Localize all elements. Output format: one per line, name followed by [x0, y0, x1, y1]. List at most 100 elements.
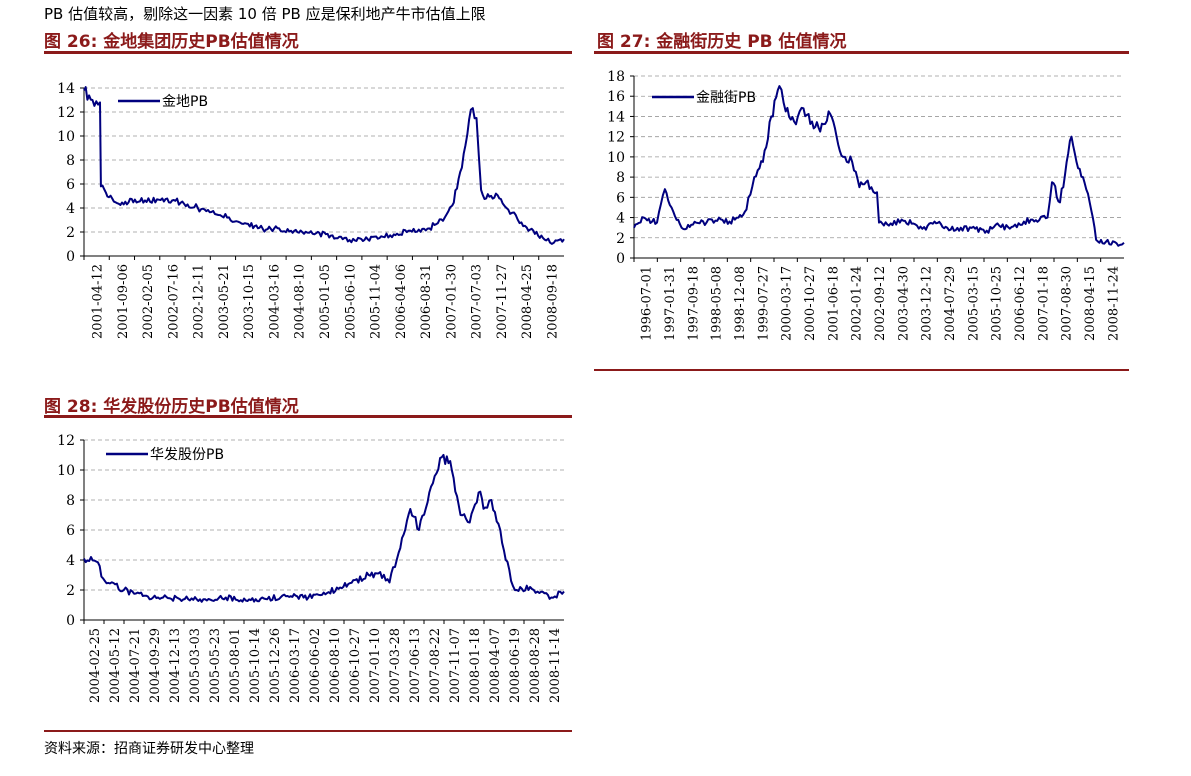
y-tick-label: 0	[66, 613, 75, 629]
series-line	[633, 85, 1125, 247]
y-tick-label: 8	[66, 493, 75, 509]
x-tick-label: 2004-12-13	[168, 628, 183, 703]
y-tick-label: 6	[66, 523, 75, 539]
bottom-rule-27	[594, 369, 1129, 371]
series-line	[83, 453, 565, 603]
x-tick-label: 2008-04-15	[1083, 266, 1098, 341]
y-tick-label: 10	[57, 463, 75, 479]
x-tick-label: 2002-09-12	[873, 266, 888, 341]
y-tick-label: 2	[66, 225, 75, 241]
x-tick-label: 2004-07-29	[943, 266, 958, 341]
y-tick-label: 8	[616, 170, 625, 186]
y-tick-label: 2	[66, 583, 75, 599]
y-tick-label: 10	[607, 150, 625, 166]
x-tick-label: 2007-03-28	[388, 628, 403, 703]
title-rule-28	[44, 415, 572, 418]
legend-label: 金地PB	[162, 94, 208, 110]
y-tick-label: 6	[616, 190, 625, 206]
x-tick-label: 2007-08-30	[1060, 266, 1075, 341]
chart-title-26: 图 26: 金地集团历史PB估值情况	[44, 32, 299, 52]
x-tick-label: 1998-05-08	[710, 266, 725, 341]
x-tick-label: 2002-01-24	[850, 266, 865, 341]
x-tick-label: 2006-04-06	[394, 264, 409, 339]
y-tick-label: 12	[607, 130, 625, 146]
x-tick-label: 2008-09-18	[545, 264, 560, 339]
x-tick-label: 2007-01-18	[1036, 266, 1051, 341]
x-tick-label: 2007-01-30	[444, 264, 459, 339]
x-tick-label: 2006-06-12	[1013, 266, 1028, 341]
y-tick-label: 8	[66, 153, 75, 169]
x-tick-label: 2000-10-27	[803, 266, 818, 341]
x-tick-label: 2006-08-10	[328, 628, 343, 703]
x-tick-label: 2000-03-17	[780, 266, 795, 341]
x-tick-label: 2003-12-12	[920, 266, 935, 341]
x-tick-label: 2005-12-26	[268, 628, 283, 703]
x-tick-label: 2008-08-28	[528, 628, 543, 703]
x-tick-label: 2002-07-16	[166, 264, 181, 339]
x-tick-label: 2003-10-15	[242, 264, 257, 339]
legend-label: 金融街PB	[696, 90, 756, 106]
x-tick-label: 2008-04-07	[488, 628, 503, 703]
x-tick-label: 2006-10-27	[348, 628, 363, 703]
x-tick-label: 2005-10-14	[248, 628, 263, 703]
x-tick-label: 1996-07-01	[640, 266, 655, 341]
title-rule-27	[594, 51, 1129, 54]
x-tick-label: 1998-12-08	[733, 266, 748, 341]
x-tick-label: 2005-01-05	[318, 264, 333, 339]
x-tick-label: 2005-03-15	[966, 266, 981, 341]
x-tick-label: 2004-03-16	[267, 264, 282, 339]
y-tick-label: 10	[57, 129, 75, 145]
y-tick-label: 0	[616, 251, 625, 267]
x-tick-label: 2005-08-01	[228, 628, 243, 703]
x-tick-label: 2008-01-18	[468, 628, 483, 703]
chart-huafa-pb: 0 2 4 6 8 10 12 2004-02-25 2004-05-12 2004-07-21 2…	[57, 433, 565, 703]
x-tick-label: 2001-04-12	[91, 264, 106, 339]
x-tick-label: 2004-02-25	[88, 628, 103, 703]
x-tick-label: 2006-06-02	[308, 628, 323, 703]
x-tick-label: 2004-09-29	[148, 628, 163, 703]
x-tick-label: 1997-09-18	[686, 266, 701, 341]
x-tick-label: 1997-01-31	[663, 266, 678, 341]
x-tick-label: 2007-11-27	[495, 264, 510, 339]
x-tick-label: 2004-05-12	[108, 628, 123, 703]
x-tick-label: 2004-08-10	[293, 264, 308, 339]
series-line	[83, 86, 565, 245]
x-tick-label: 2003-04-30	[896, 266, 911, 341]
x-tick-label: 1999-07-27	[756, 266, 771, 341]
y-tick-label: 16	[607, 89, 625, 105]
y-tick-label: 4	[616, 211, 625, 227]
x-tick-label: 2005-05-23	[208, 628, 223, 703]
bottom-rule-28	[44, 730, 572, 732]
x-tick-label: 2007-06-13	[408, 628, 423, 703]
x-tick-label: 2005-11-04	[369, 264, 384, 339]
x-tick-label: 2004-07-21	[128, 628, 143, 703]
legend-label: 华发股份PB	[150, 447, 224, 463]
y-tick-label: 12	[57, 433, 75, 449]
y-tick-label: 12	[57, 105, 75, 121]
chart-title-27: 图 27: 金融街历史 PB 估值情况	[597, 32, 847, 52]
y-tick-label: 2	[616, 231, 625, 247]
x-tick-label: 2008-06-19	[508, 628, 523, 703]
x-tick-label: 2002-12-11	[192, 264, 207, 339]
y-tick-label: 14	[57, 81, 75, 97]
source-note: 资料来源：招商证券研发中心整理	[44, 741, 254, 757]
y-tick-label: 4	[66, 553, 75, 569]
x-tick-label: 2007-01-10	[368, 628, 383, 703]
x-tick-label: 2007-07-03	[470, 264, 485, 339]
x-tick-label: 2005-03-03	[188, 628, 203, 703]
x-tick-label: 2006-08-31	[419, 264, 434, 339]
chart-jindi-pb: 0 2 4 6 8 10 12 14 2001-04-12 2001-09-06 2002-02-0…	[57, 81, 565, 339]
x-tick-label: 2001-06-18	[826, 266, 841, 341]
x-tick-label: 2005-06-10	[343, 264, 358, 339]
x-tick-label: 2003-05-21	[217, 264, 232, 339]
x-tick-label: 2008-04-25	[520, 264, 535, 339]
x-tick-label: 2006-03-17	[288, 628, 303, 703]
x-tick-label: 2007-08-22	[428, 628, 443, 703]
y-tick-label: 4	[66, 201, 75, 217]
title-rule-26	[44, 51, 572, 54]
y-tick-label: 0	[66, 249, 75, 265]
x-tick-label: 2007-11-07	[448, 628, 463, 703]
x-tick-label: 2001-09-06	[116, 264, 131, 339]
x-tick-label: 2008-11-14	[548, 628, 563, 703]
